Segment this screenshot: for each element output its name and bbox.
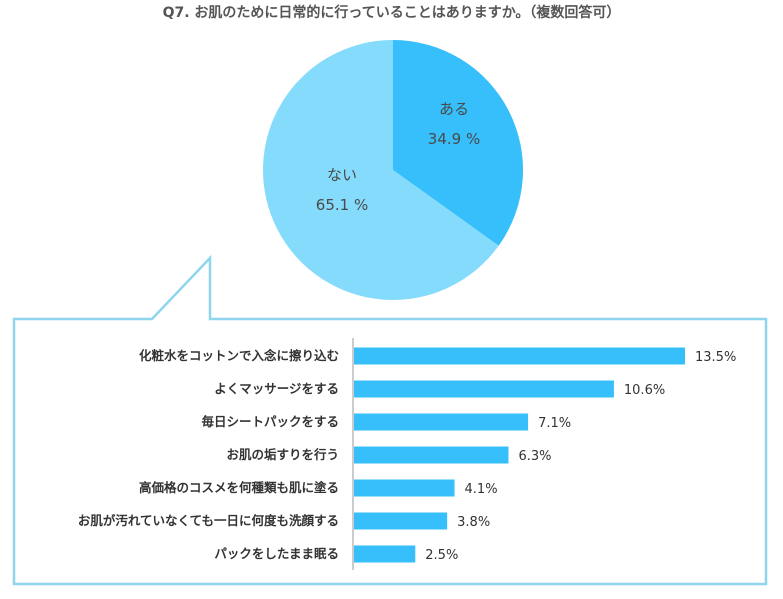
- pie-chart: ある 34.9 % ない 65.1 %: [263, 40, 523, 300]
- bar: [354, 380, 614, 398]
- pie-slice-aru: [393, 40, 523, 246]
- bar: [354, 545, 416, 563]
- bar-value-label: 3.8%: [457, 515, 490, 530]
- pie-slice-value: 34.9 %: [428, 130, 480, 148]
- bar-value-label: 13.5%: [695, 350, 736, 365]
- bar: [354, 479, 455, 497]
- bar-value-label: 10.6%: [624, 383, 665, 398]
- bar-chart: 化粧水をコットンで入念に擦り込む 13.5% よくマッサージをする 10.6% 毎日シー…: [78, 338, 736, 570]
- bar-category-label: 化粧水をコットンで入念に擦り込む: [139, 348, 339, 363]
- bar-category-label: パックをしたまま眠る: [214, 546, 339, 561]
- pie-slice-nai: [263, 40, 499, 300]
- pie-slice-label: ない: [327, 166, 357, 184]
- bar-category-label: お肌の垢すりを行う: [226, 447, 339, 462]
- bar-value-label: 2.5%: [425, 548, 458, 563]
- pie-slice-value: 65.1 %: [316, 196, 368, 214]
- bar: [354, 347, 685, 365]
- bar-category-label: 毎日シートパックをする: [201, 414, 339, 429]
- bar-category-label: 高価格のコスメを何種類も肌に塗る: [139, 480, 339, 495]
- bar-value-label: 6.3%: [518, 449, 551, 464]
- bar-category-label: お肌が汚れていなくても一日に何度も洗顔する: [78, 513, 339, 528]
- bar: [354, 446, 509, 464]
- bar: [354, 413, 529, 431]
- bar-category-label: よくマッサージをする: [214, 381, 339, 396]
- chart-title: Q7. お肌のために日常的に行っていることはありますか。（複数回答可）: [162, 5, 621, 21]
- bar-value-label: 4.1%: [465, 482, 498, 497]
- bar-value-label: 7.1%: [538, 416, 571, 431]
- bar: [354, 512, 448, 530]
- pie-slice-label: ある: [439, 100, 469, 118]
